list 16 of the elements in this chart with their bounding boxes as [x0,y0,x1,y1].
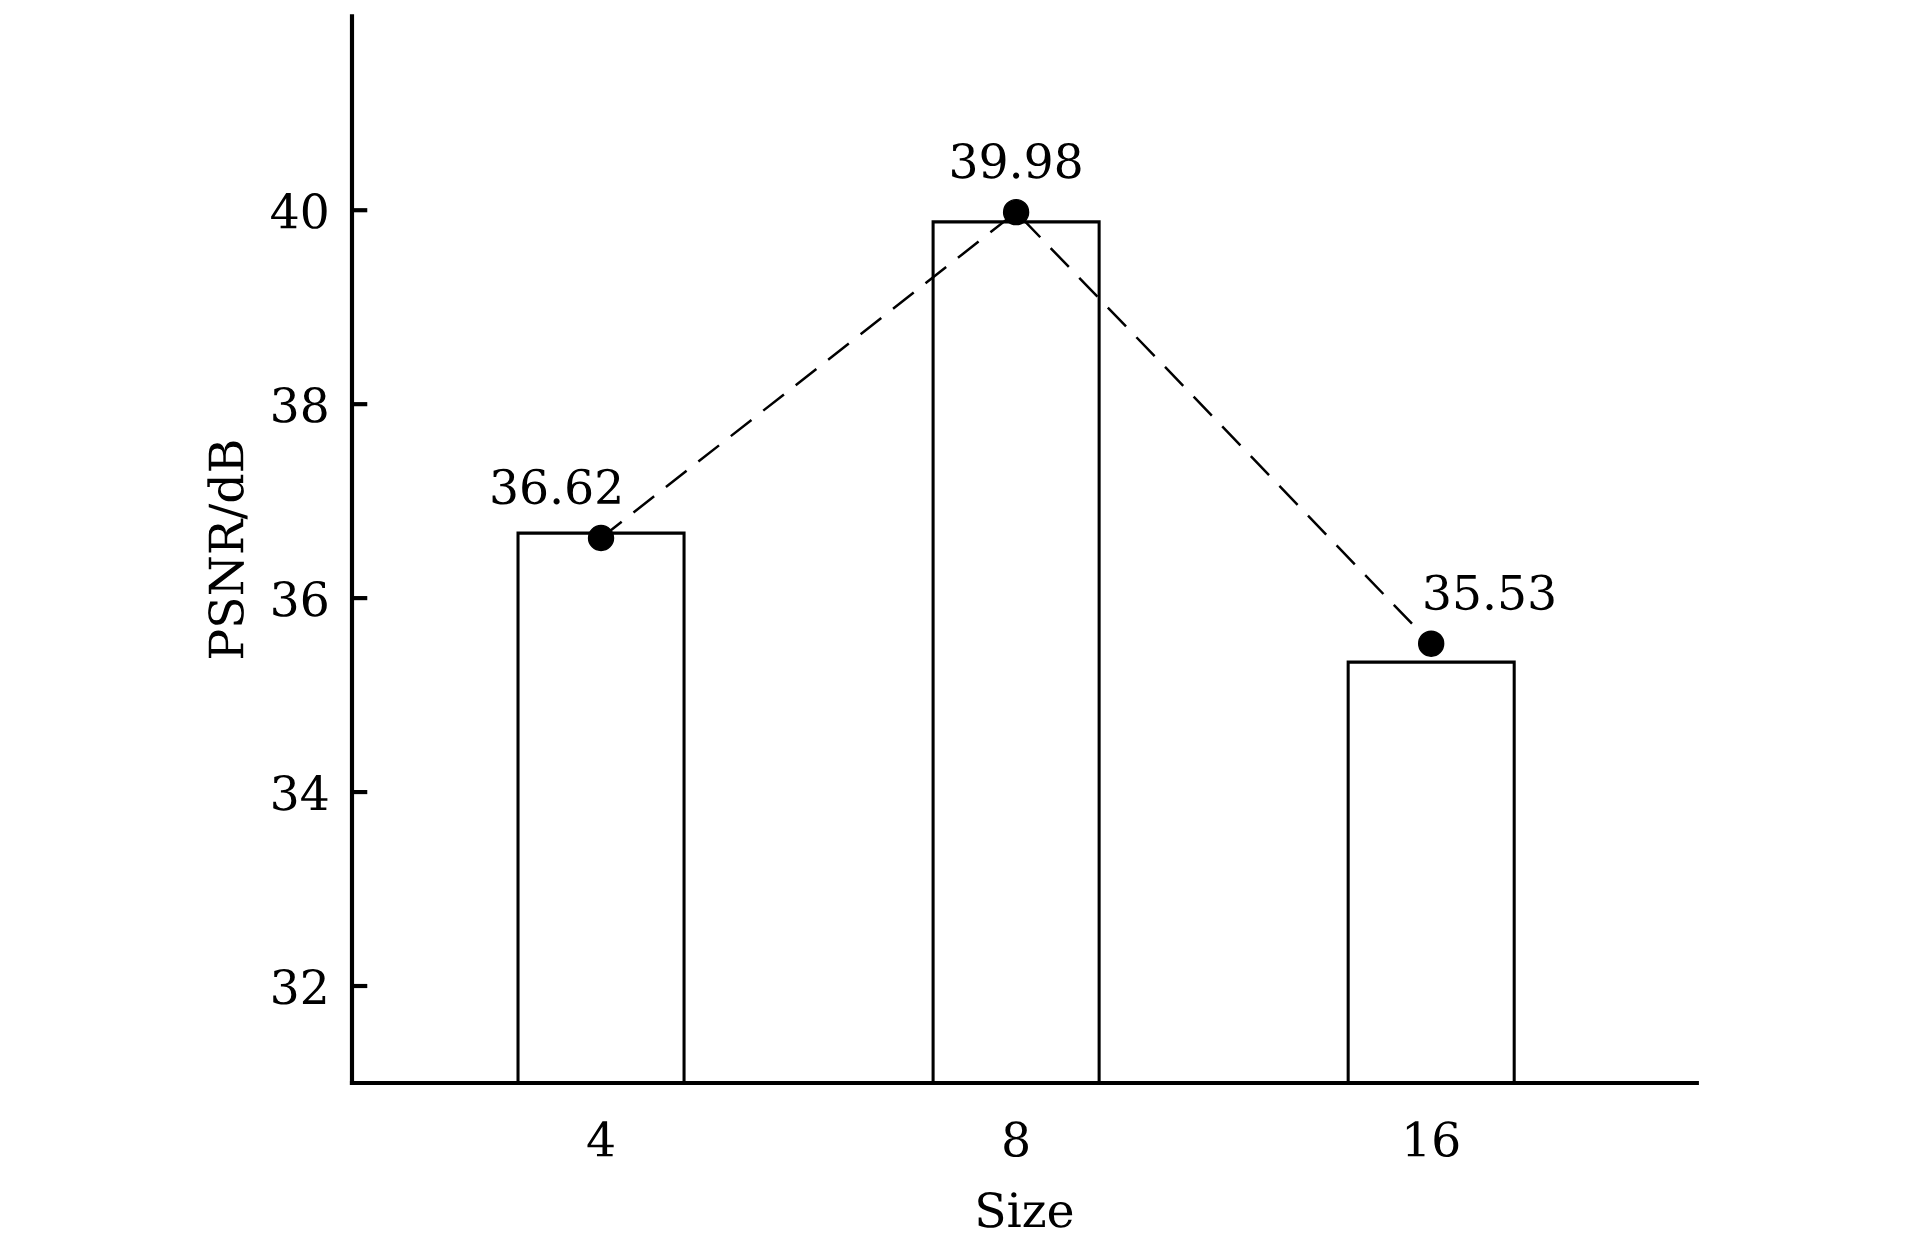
x-tick-label: 4 [587,1121,614,1157]
x-axis-title: Size [978,1192,1073,1228]
x-tick-label: 8 [1004,1121,1028,1158]
y-tick-label: 40 [271,193,327,229]
data-label: 36.62 [492,468,620,505]
y-axis-title: PSNR/dB [207,441,248,658]
point [1417,630,1445,657]
data-label: 35.53 [1425,574,1554,611]
point [587,524,615,552]
data-label: 39.98 [952,142,1081,179]
x-tick-label: 16 [1406,1121,1459,1158]
y-tick-label: 32 [273,968,326,1005]
y-tick-label: 34 [273,774,328,811]
y-tick-label: 36 [273,581,327,617]
point [1002,198,1030,226]
y-tick-label: 38 [273,387,327,423]
